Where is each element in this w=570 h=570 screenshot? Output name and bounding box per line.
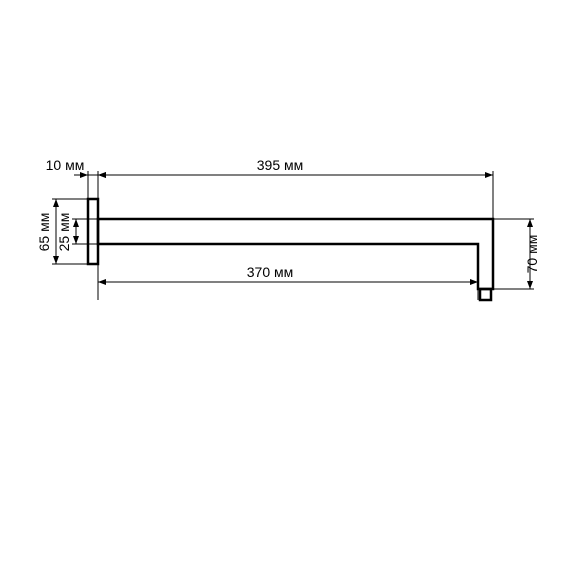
dim-left-25-label: 25 мм <box>56 213 72 252</box>
flange-plate <box>88 199 98 264</box>
arm-body <box>98 219 493 289</box>
dim-bottom-370: 370 мм <box>98 264 478 300</box>
nozzle <box>480 289 491 300</box>
dim-left-65-label: 65 мм <box>36 213 52 252</box>
dim-top-395-label: 395 мм <box>257 157 304 173</box>
dim-right-70-label: 70 мм <box>524 235 540 274</box>
dim-top-10-label: 10 мм <box>46 157 85 173</box>
dim-right-70: 70 мм <box>512 219 540 289</box>
dim-bottom-370-label: 370 мм <box>247 264 294 280</box>
dim-top-395: 395 мм <box>98 157 493 193</box>
